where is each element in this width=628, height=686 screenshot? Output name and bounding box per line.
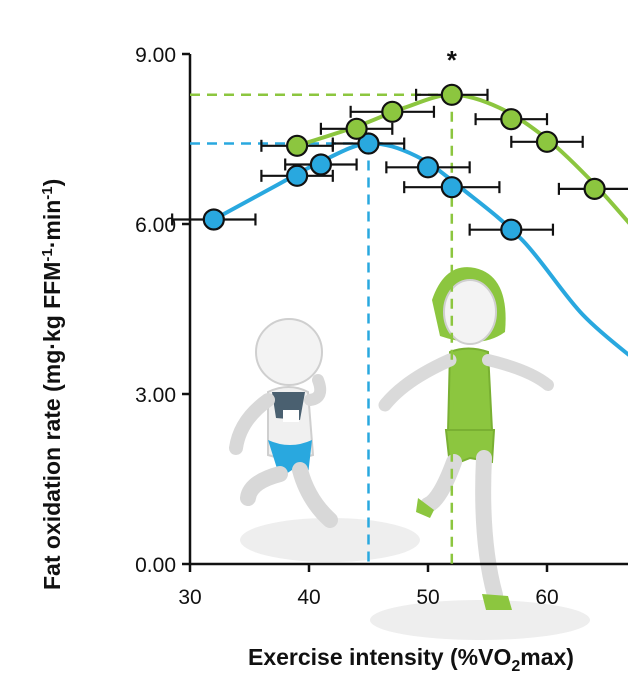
- peak-guides: [190, 93, 454, 564]
- y-tick-label: 3.00: [135, 384, 176, 407]
- x-tick-label: 30: [178, 586, 201, 609]
- data-point: [381, 100, 404, 123]
- data-point: [286, 164, 309, 187]
- y-tick-label: 0.00: [135, 554, 176, 577]
- data-point: [440, 176, 463, 199]
- x-tick-label: 40: [297, 586, 320, 609]
- x-tick-label: 50: [416, 586, 439, 609]
- data-point: [309, 153, 332, 176]
- data-point: [345, 117, 368, 140]
- male-runner-figure: [229, 318, 420, 562]
- data-point: [416, 156, 440, 179]
- female-runner-figure: [370, 267, 590, 640]
- y-axis-title: Fat oxidation rate (mg·kg FFM-1·min-1): [39, 179, 65, 590]
- tick-labels: 0.00 3.00 6.00 9.00 30 40 50 60: [135, 44, 559, 609]
- significance-marker: *: [447, 45, 458, 75]
- data-point: [583, 177, 606, 200]
- data-point: [202, 208, 225, 231]
- data-point: [440, 83, 463, 106]
- y-tick-label: 6.00: [135, 214, 176, 237]
- error-bars: [171, 88, 628, 236]
- x-axis-title: Exercise intensity (%VO2max): [248, 644, 574, 675]
- runner-illustrations: [229, 267, 590, 640]
- data-point: [286, 134, 309, 157]
- data-point: [500, 218, 523, 241]
- axes: [182, 52, 628, 572]
- x-tick-label: 60: [535, 586, 558, 609]
- y-tick-label: 9.00: [135, 44, 176, 67]
- data-point: [500, 108, 523, 131]
- data-points: [202, 83, 606, 241]
- data-point: [535, 130, 559, 153]
- data-point: [357, 132, 380, 155]
